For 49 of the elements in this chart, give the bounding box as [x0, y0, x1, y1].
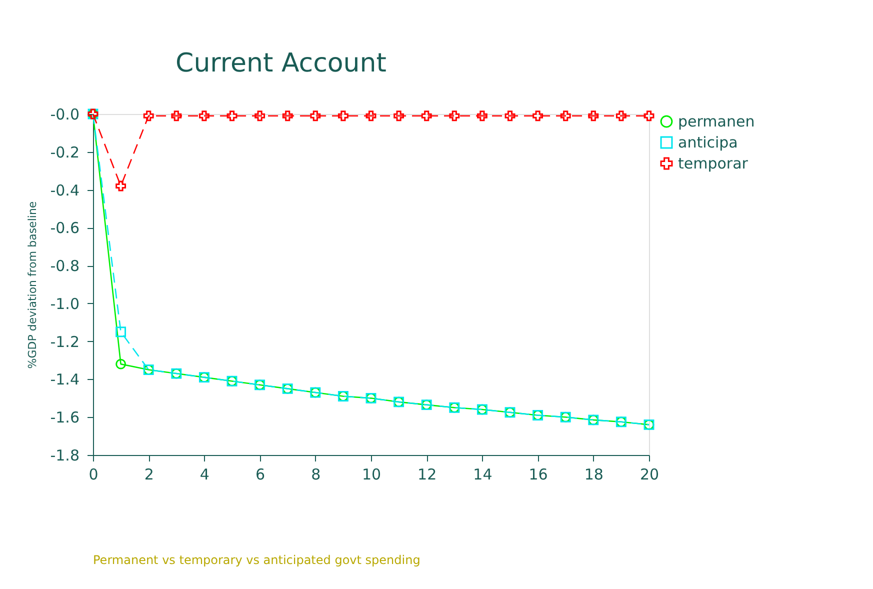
point [449, 110, 460, 122]
point [476, 110, 488, 122]
point [394, 110, 404, 122]
y-tick-label: -0.0 [50, 106, 80, 124]
legend-label: temporar [678, 154, 749, 172]
x-tick-label: 6 [256, 466, 266, 484]
legend-label: permanen [678, 112, 755, 130]
y-tick-label: -0.2 [50, 143, 80, 162]
x-tick-label: 8 [311, 466, 321, 484]
y-tick-label: -1.2 [50, 332, 80, 351]
x-tick-label: 20 [640, 466, 660, 484]
chart-title: Current Account [176, 48, 386, 79]
point [116, 358, 126, 370]
point [171, 110, 182, 122]
y-tick-label: -0.8 [50, 257, 80, 276]
x-tick-label: 14 [473, 466, 492, 484]
x-tick-label: 2 [144, 466, 154, 484]
x-tick-label: 18 [584, 466, 604, 484]
x-tick-label: 12 [418, 466, 437, 484]
point [504, 110, 516, 122]
y-tick-label: -0.4 [50, 181, 80, 200]
x-tick-label: 16 [528, 466, 548, 484]
y-tick-label: -1.4 [50, 370, 80, 389]
point [310, 110, 321, 122]
point [644, 110, 654, 122]
point [421, 110, 432, 122]
y-tick-label: -0.6 [50, 219, 80, 238]
legend-label: anticipa [678, 134, 738, 152]
point [532, 110, 544, 122]
point [254, 110, 266, 122]
point [198, 110, 210, 122]
point [366, 110, 376, 122]
x-tick-label: 4 [200, 466, 210, 484]
point [143, 110, 154, 122]
point [282, 110, 293, 122]
x-tick-label: 10 [362, 466, 382, 484]
y-tick-label: -1.8 [50, 446, 80, 464]
point [116, 180, 126, 192]
text: Permanent vs temporary vs anticipated govt spending [93, 553, 420, 567]
point [116, 326, 126, 338]
point [616, 110, 626, 122]
point [588, 110, 599, 122]
point [226, 110, 238, 122]
x-tick-label: 0 [88, 466, 98, 484]
point [560, 110, 571, 122]
y-axis-title: %GDP deviation from baseline [26, 201, 40, 369]
y-tick-label: -1.0 [50, 294, 80, 313]
y-tick-label: -1.6 [50, 408, 80, 427]
point [338, 110, 348, 122]
